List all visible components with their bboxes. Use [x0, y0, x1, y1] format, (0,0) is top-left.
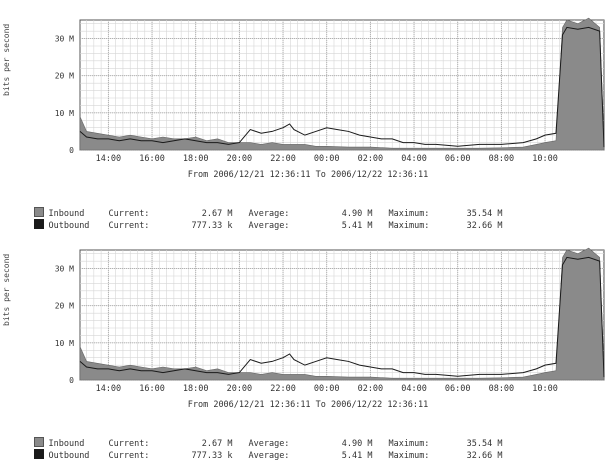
legend-maximum-label: Maximum: [388, 221, 430, 231]
x-tick-label: 10:00 [532, 154, 558, 164]
x-tick-label: 02:00 [358, 384, 384, 394]
chart-plot: 0 10 M 20 M 30 M 14:00 16:00 18:00 20:00 22:00 00… [55, 17, 605, 164]
inbound-swatch [34, 437, 45, 447]
legend-average-value: 5.41 M [341, 221, 373, 231]
traffic-chart-bottom: bits per second 0 10 M 20 M 30 M 14:00 16:00 1… [0, 230, 616, 461]
y-tick-label: 20 M [55, 302, 74, 311]
x-tick-label: 14:00 [96, 384, 122, 394]
legend-name: Inbound [48, 439, 85, 449]
y-tick-label: 0 [69, 376, 74, 385]
legend-current-label: Current: [108, 439, 150, 449]
x-tick-label: 16:00 [139, 384, 165, 394]
legend-average-value: 4.90 M [341, 439, 373, 449]
traffic-chart-top: bits per second 0 10 M 20 M 30 M 14:00 16:00 1… [0, 0, 616, 231]
outbound-swatch [34, 219, 45, 229]
y-tick-label: 20 M [55, 72, 74, 81]
legend-average-label: Average: [248, 451, 290, 461]
legend-row-outbound: Outbound Current: 777.33 k Average: 5.41 M Ma… [14, 438, 502, 461]
y-tick-label: 10 M [55, 109, 74, 118]
x-tick-label: 00:00 [314, 154, 340, 164]
legend-current-value: 2.67 M [201, 439, 233, 449]
x-tick-label: 20:00 [227, 154, 253, 164]
legend-maximum-value: 32.66 M [466, 221, 503, 231]
outbound-swatch [34, 449, 45, 459]
legend-maximum-label: Maximum: [388, 439, 430, 449]
legend-current-label: Current: [108, 209, 150, 219]
time-range-label: From 2006/12/21 12:36:11 To 2006/12/22 1… [187, 400, 429, 410]
legend-average-label: Average: [248, 209, 290, 219]
legend-current-value: 777.33 k [191, 221, 233, 231]
legend-row-inbound: Inbound Current: 2.67 M Average: 4.90 M Maxim… [14, 426, 502, 449]
legend-average-value: 5.41 M [341, 451, 373, 461]
y-tick-label: 10 M [55, 339, 74, 348]
inbound-swatch [34, 207, 45, 217]
legend-average-value: 4.90 M [341, 209, 373, 219]
x-tick-label: 06:00 [445, 154, 471, 164]
legend-name: Outbound [48, 221, 90, 231]
x-tick-label: 08:00 [489, 154, 515, 164]
legend-maximum-value: 35.54 M [466, 209, 503, 219]
x-tick-label: 22:00 [270, 154, 296, 164]
legend-current-value: 777.33 k [191, 451, 233, 461]
series-outbound-line [79, 256, 605, 378]
legend-maximum-value: 35.54 M [466, 439, 503, 449]
x-tick-label: 14:00 [96, 154, 122, 164]
legend-name: Outbound [48, 451, 90, 461]
y-tick-label: 0 [69, 146, 74, 155]
x-tick-label: 04:00 [401, 384, 427, 394]
legend-maximum-label: Maximum: [388, 209, 430, 219]
x-tick-label: 18:00 [183, 154, 209, 164]
x-tick-label: 08:00 [489, 384, 515, 394]
y-tick-label: 30 M [55, 265, 74, 274]
x-tick-label: 20:00 [227, 384, 253, 394]
x-tick-label: 18:00 [183, 384, 209, 394]
x-tick-label: 00:00 [314, 384, 340, 394]
series-outbound-line [79, 26, 605, 148]
legend-current-value: 2.67 M [201, 209, 233, 219]
time-range-label: From 2006/12/21 12:36:11 To 2006/12/22 1… [187, 170, 429, 180]
legend-name: Inbound [48, 209, 85, 219]
x-tick-label: 04:00 [401, 154, 427, 164]
chart-plot: 0 10 M 20 M 30 M 14:00 16:00 18:00 20:00 22:00 00… [55, 247, 605, 394]
y-tick-label: 30 M [55, 35, 74, 44]
legend-average-label: Average: [248, 439, 290, 449]
x-tick-label: 10:00 [532, 384, 558, 394]
legend-row-outbound: Outbound Current: 777.33 k Average: 5.41 M Ma… [14, 208, 502, 231]
legend-maximum-label: Maximum: [388, 451, 430, 461]
legend-maximum-value: 32.66 M [466, 451, 503, 461]
x-tick-label: 02:00 [358, 154, 384, 164]
legend-row-inbound: Inbound Current: 2.67 M Average: 4.90 M Maxim… [14, 196, 502, 219]
legend-current-label: Current: [108, 221, 150, 231]
x-tick-label: 06:00 [445, 384, 471, 394]
x-tick-label: 16:00 [139, 154, 165, 164]
legend-current-label: Current: [108, 451, 150, 461]
plot-area [79, 19, 605, 151]
x-tick-label: 22:00 [270, 384, 296, 394]
legend-average-label: Average: [248, 221, 290, 231]
